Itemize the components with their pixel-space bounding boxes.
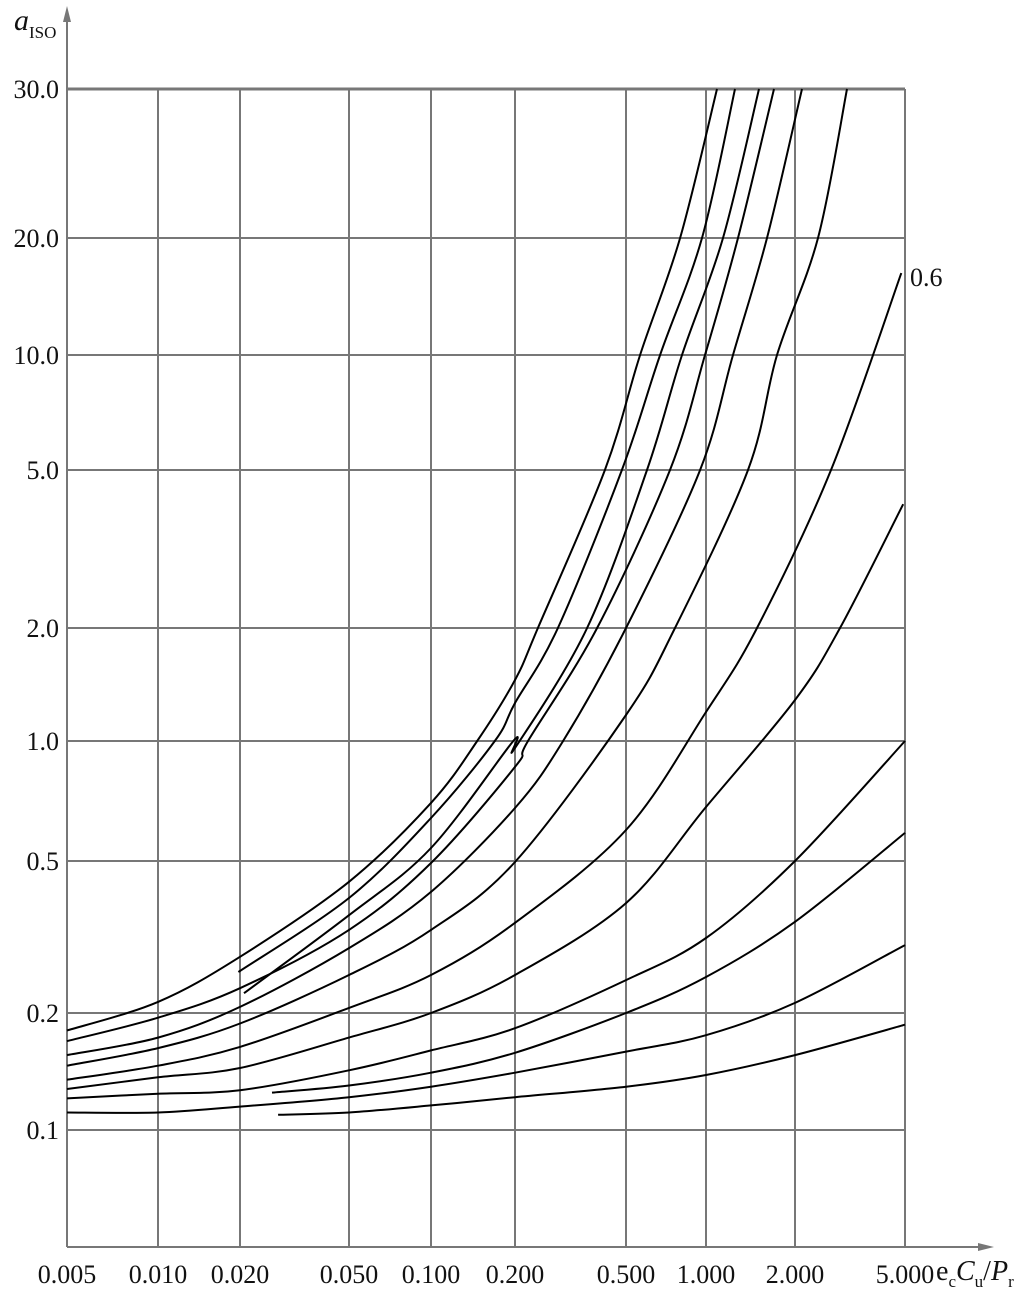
x-label-e: e: [936, 1256, 948, 1287]
y-tick-label: 0.2: [27, 999, 60, 1028]
curve-12: [278, 1023, 906, 1116]
curve-5: [66, 88, 803, 1057]
curve-3: [243, 88, 760, 995]
x-tick-label: 0.010: [129, 1260, 188, 1289]
x-tick-label: 0.100: [402, 1260, 461, 1289]
curve-4: [66, 88, 775, 1043]
x-tick-label: 0.005: [38, 1260, 97, 1289]
y-axis-label: aISO: [14, 4, 56, 42]
curve-8: [66, 503, 905, 1090]
x-tick-labels: 0.005 0.010 0.020 0.050 0.100 0.200 0.500 1.000…: [38, 1260, 935, 1289]
curve-6: [66, 88, 848, 1067]
y-tick-label: 20.0: [14, 224, 60, 253]
y-tick-label: 1.0: [27, 727, 60, 756]
x-label-c: C: [956, 1256, 975, 1287]
y-axis-arrow-icon: [63, 6, 71, 22]
x-label-slash: /: [983, 1256, 991, 1287]
curve-annotation: 0.6: [910, 263, 943, 292]
curve-9: [66, 740, 906, 1100]
x-label-e-sub: c: [948, 1272, 956, 1291]
axes: [63, 6, 994, 1251]
y-tick-label: 30.0: [14, 75, 60, 104]
y-tick-label: 2.0: [27, 614, 60, 643]
y-axis-label-sub: ISO: [29, 23, 56, 42]
x-axis-label: ecCu/Pr: [936, 1256, 1014, 1291]
curve-7: [66, 272, 903, 1081]
x-label-c-sub: u: [975, 1272, 984, 1291]
y-tick-labels: 0.1 0.2 0.5 1.0 2.0 5.0 10.0 20.0 30.0: [14, 75, 60, 1145]
x-tick-label: 0.200: [486, 1260, 545, 1289]
x-tick-label: 1.000: [677, 1260, 736, 1289]
curve-1: [66, 88, 718, 1032]
curve-11: [66, 944, 906, 1114]
x-tick-label: 2.000: [766, 1260, 825, 1289]
grid: [67, 87, 906, 1247]
y-tick-label: 5.0: [27, 456, 60, 485]
y-axis-label-main: a: [14, 4, 29, 37]
curves: [66, 88, 906, 1116]
y-tick-label: 0.5: [27, 847, 60, 876]
x-label-p-sub: r: [1008, 1272, 1014, 1291]
x-tick-label: 0.500: [597, 1260, 656, 1289]
y-tick-label: 0.1: [27, 1116, 60, 1145]
y-tick-label: 10.0: [14, 341, 60, 370]
x-label-p: P: [990, 1256, 1008, 1287]
curve-2: [237, 88, 736, 973]
x-axis-arrow-icon: [978, 1243, 994, 1251]
x-tick-label: 5.000: [876, 1260, 935, 1289]
x-tick-label: 0.020: [211, 1260, 270, 1289]
curve-10: [271, 832, 906, 1094]
x-tick-label: 0.050: [320, 1260, 379, 1289]
